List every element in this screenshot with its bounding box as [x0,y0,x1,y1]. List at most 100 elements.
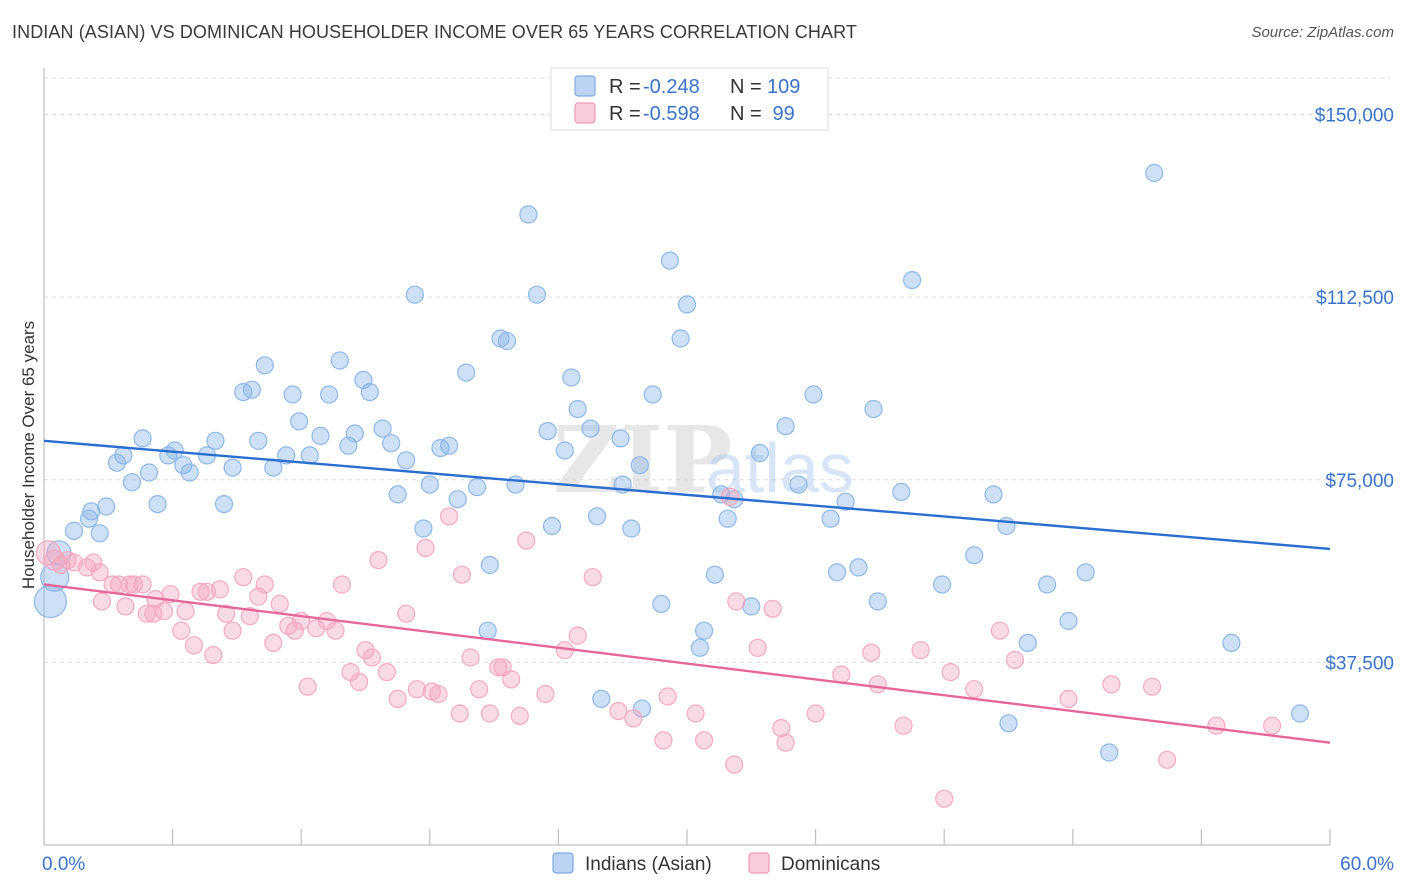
point-indians [64,521,84,541]
point-dominicans [240,606,259,626]
point-indians [1100,743,1119,762]
point-indians [467,478,487,497]
point-dominicans [776,733,795,752]
point-dominicans [144,604,163,623]
point-indians [300,446,319,465]
trend-lines [43,439,1331,744]
point-dominicans [429,684,448,704]
point-indians [214,495,234,514]
point-dominicans [210,580,229,599]
point-dominicans [84,553,103,572]
point-indians [789,475,808,494]
point-dominicans [264,633,283,653]
bottom-legend-label-indians: Indians (Asian) [585,854,712,875]
point-indians [255,356,274,375]
point-indians [660,251,680,270]
point-indians [180,463,199,482]
point-indians [542,516,562,536]
point-indians [345,424,364,443]
point-indians [652,594,671,614]
point-dominicans [1102,675,1121,694]
point-dominicans [397,604,416,623]
point-indians [414,519,433,538]
legend-r-label-1: R = [609,76,641,98]
point-indians [283,385,302,404]
point-indians [497,331,517,351]
point-indians [97,497,116,516]
point-indians [1076,563,1095,582]
y-tick-label-1: $75,000 [1325,471,1394,492]
point-indians [827,563,847,582]
point-indians [440,436,459,455]
point-indians [478,621,497,640]
legend-n-label-1: N = [730,76,762,98]
point-indians [133,429,152,448]
point-indians [671,329,690,348]
point-indians [90,524,109,543]
point-indians [750,443,770,463]
series-dominicans-points [35,487,1282,808]
point-indians [821,509,840,528]
point-indians [965,546,984,565]
point-dominicans [517,531,536,550]
point-dominicans [489,658,508,677]
legend-r-label-2: R = [609,103,641,125]
point-dominicans [356,641,375,660]
point-indians [527,285,547,304]
series-indians-points [33,163,1310,762]
point-dominicans [350,672,369,692]
point-dominicans [234,568,253,587]
point-dominicans [172,621,191,640]
trend-line-dominicans [43,583,1331,744]
point-dominicans [223,621,242,640]
legend-r-value-1: -0.248 [643,76,700,98]
point-indians [630,456,649,475]
point-indians [643,385,662,404]
point-indians [174,456,193,475]
legend-r-value-2: -0.598 [643,103,700,125]
point-indians [382,434,401,453]
point-indians [1290,704,1310,723]
point-indians [311,426,330,445]
point-dominicans [894,716,913,735]
point-dominicans [965,680,984,699]
point-indians [373,419,392,438]
point-dominicans [609,701,628,721]
point-indians [420,475,439,494]
point-indians [690,638,710,657]
legend-n-label-2: N = [730,103,762,125]
legend-n-value-1: 109 [767,76,800,98]
point-indians [864,400,883,419]
point-dominicans [727,592,746,611]
point-dominicans [941,662,960,682]
point-indians [555,441,574,460]
source-label: Source: ZipAtlas.com [1251,24,1394,41]
point-dominicans [1059,689,1078,709]
point-indians [360,383,379,402]
point-indians [932,575,952,594]
point-indians [694,621,714,640]
point-dominicans [862,643,881,662]
point-dominicans [298,677,317,696]
point-indians [448,490,467,509]
y-tick-labels: $37,500 $75,000 $112,500 $150,000 [1315,106,1394,675]
point-indians [718,509,737,528]
point-indians [1059,611,1078,631]
point-dominicans [694,731,714,750]
point-indians [82,502,101,521]
watermark-atlas: atlas [706,429,854,507]
point-indians [562,368,581,387]
point-dominicans [1157,750,1177,769]
point-dominicans [176,602,195,621]
point-indians [999,714,1018,733]
point-indians [1037,575,1057,594]
point-dominicans [133,575,152,594]
point-dominicans [326,621,345,640]
point-indians [1222,633,1241,653]
point-indians [568,400,587,419]
point-indians [405,285,424,304]
point-dominicans [654,731,673,750]
legend-swatch-indians [574,75,596,97]
point-indians [320,385,339,404]
point-indians [902,271,922,290]
